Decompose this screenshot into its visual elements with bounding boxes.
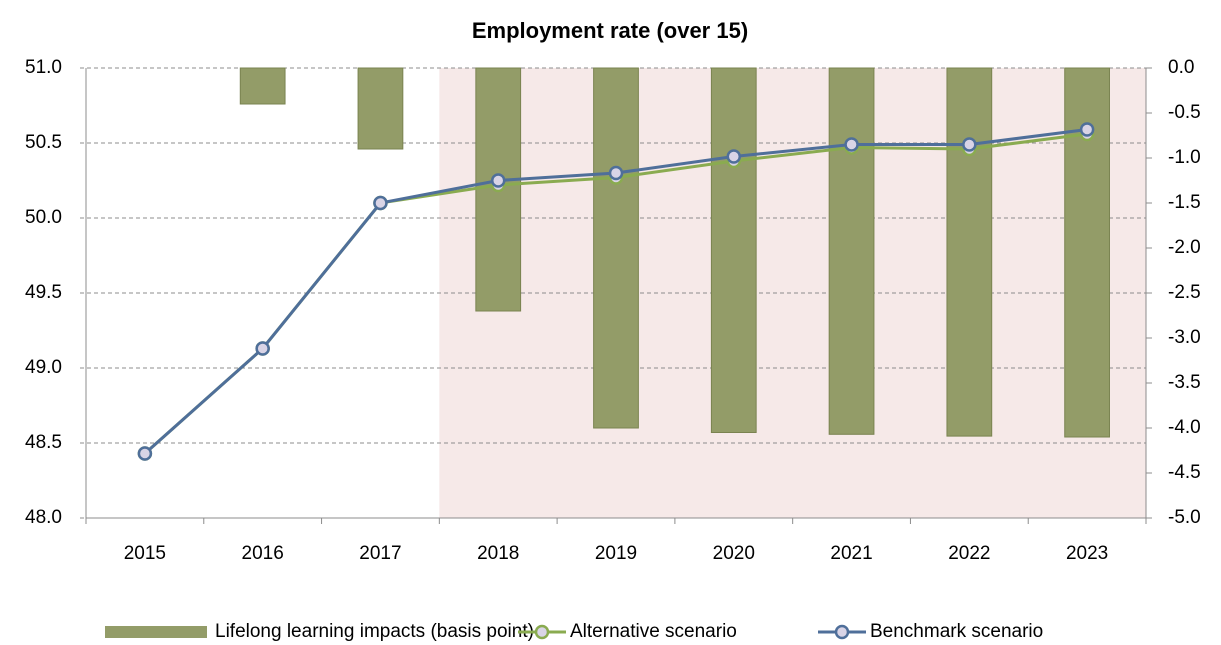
marker: [608, 165, 624, 181]
y-tick-label: 48.0: [25, 507, 62, 528]
legend-marker: [834, 624, 850, 640]
x-tick-label: 2016: [242, 543, 284, 564]
legend-label: Lifelong learning impacts (basis point): [215, 621, 534, 642]
x-tick-label: 2019: [595, 543, 637, 564]
x-tick-label: 2022: [948, 543, 990, 564]
y-tick-label: 51.0: [25, 57, 62, 78]
y-tick-label: 48.5: [25, 432, 62, 453]
x-tick-label: 2018: [477, 543, 519, 564]
bar: [357, 67, 404, 150]
bar: [239, 67, 286, 105]
y2-tick-label: -5.0: [1168, 507, 1201, 528]
y-tick-label: 49.0: [25, 357, 62, 378]
marker: [373, 195, 388, 211]
y2-tick-label: -1.5: [1168, 192, 1201, 213]
marker: [255, 341, 270, 356]
y2-tick-label: 0.0: [1168, 57, 1194, 78]
y2-tick-label: -4.5: [1168, 462, 1201, 483]
marker: [1079, 122, 1095, 137]
y-tick-label: 49.5: [25, 282, 62, 303]
x-tick-label: 2017: [359, 543, 401, 564]
x-tick-label: 2021: [830, 543, 872, 564]
legend-label: Alternative scenario: [570, 621, 737, 642]
marker: [726, 149, 742, 164]
bar: [828, 67, 875, 435]
marker: [490, 173, 506, 188]
legend-swatch: [105, 626, 207, 638]
x-tick-label: 2020: [713, 543, 755, 564]
y2-tick-label: -2.0: [1168, 237, 1201, 258]
bar: [710, 67, 757, 433]
y2-tick-label: -0.5: [1168, 102, 1201, 123]
y2-tick-label: -1.0: [1168, 147, 1201, 168]
chart-title: Employment rate (over 15): [472, 18, 748, 43]
marker: [137, 446, 153, 461]
y-tick-label: 50.0: [25, 207, 62, 228]
y2-tick-label: -2.5: [1168, 282, 1201, 303]
y2-tick-label: -4.0: [1168, 417, 1201, 438]
legend-label: Benchmark scenario: [870, 621, 1043, 642]
marker: [962, 137, 977, 152]
y-tick-label: 50.5: [25, 132, 62, 153]
y2-tick-label: -3.5: [1168, 372, 1201, 393]
marker: [844, 137, 859, 152]
y2-tick-label: -3.0: [1168, 327, 1201, 348]
bar: [946, 67, 993, 437]
x-tick-label: 2023: [1066, 543, 1108, 564]
x-tick-label: 2015: [124, 543, 166, 564]
bar: [593, 67, 639, 429]
legend-marker: [534, 624, 550, 640]
